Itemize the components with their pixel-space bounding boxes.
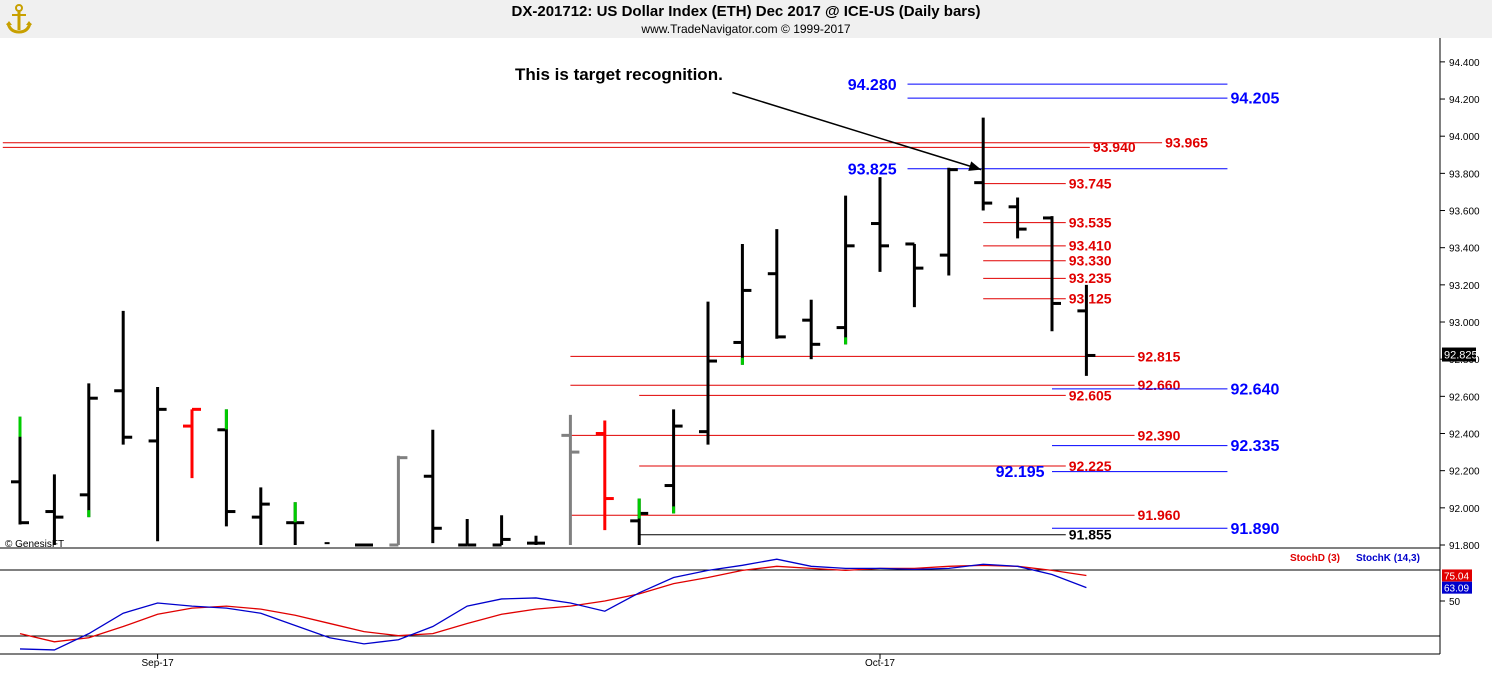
annotation-arrowhead xyxy=(968,161,982,171)
price-bar xyxy=(423,429,442,544)
stoch-last-tag xyxy=(1442,569,1472,582)
price-bar xyxy=(114,310,133,445)
y-tick-label: 91.800 xyxy=(1449,541,1480,552)
stoch-y-tick-label: 50 xyxy=(1449,597,1461,608)
stoch-legend-item: StochD (3) xyxy=(1290,553,1340,564)
price-bar xyxy=(148,387,167,542)
price-bar xyxy=(733,243,752,365)
level-label: 92.640 xyxy=(1230,382,1279,399)
y-tick-label: 92.600 xyxy=(1449,392,1480,403)
price-bar xyxy=(767,229,786,339)
price-bar xyxy=(595,420,614,531)
price-bar xyxy=(802,299,821,360)
level-label: 93.125 xyxy=(1069,291,1112,307)
level-label: 93.965 xyxy=(1165,135,1208,151)
target-levels: 94.280 94.205 93.965 93.940 93.825 93.745 93.5… xyxy=(2,77,1279,543)
y-tick-label: 94.000 xyxy=(1449,132,1480,143)
y-tick-label: 92.200 xyxy=(1449,467,1480,478)
level-label: 91.960 xyxy=(1138,507,1181,523)
y-tick-label: 93.800 xyxy=(1449,169,1480,180)
x-tick-label: Oct-17 xyxy=(865,658,895,669)
price-bar xyxy=(79,383,98,518)
date-x-axis: Sep-17 Oct-17 xyxy=(141,654,895,669)
plot-background xyxy=(0,38,1440,654)
level-label: 93.235 xyxy=(1069,270,1112,286)
level-label: 91.855 xyxy=(1069,527,1112,543)
price-bar xyxy=(11,416,29,525)
level-label: 92.195 xyxy=(996,464,1045,481)
stoch-last-tag xyxy=(1442,581,1472,594)
last-price-value: 92.825 xyxy=(1444,350,1478,362)
price-bar xyxy=(974,117,993,211)
level-label: 94.280 xyxy=(848,77,897,94)
level-label: 92.815 xyxy=(1138,348,1181,364)
price-bar xyxy=(871,177,889,272)
price-y-axis: 94.400 94.200 94.000 93.800 93.600 93.400 93.2… xyxy=(1440,58,1480,552)
y-tick-label: 93.000 xyxy=(1449,318,1480,329)
annotation: This is target recognition. xyxy=(515,65,982,171)
price-bar xyxy=(1008,197,1027,239)
chart-area: 94.400 94.200 94.000 93.800 93.600 93.400 93.2… xyxy=(0,38,1480,669)
price-bar xyxy=(1043,216,1061,332)
level-label: 92.660 xyxy=(1138,377,1181,393)
price-bar xyxy=(492,515,511,547)
price-bar xyxy=(389,455,408,547)
chart-subtitle: www.TradeNavigator.com © 1999-2017 xyxy=(641,22,851,36)
level-label: 92.335 xyxy=(1230,438,1279,455)
annotation-text: This is target recognition. xyxy=(515,65,723,84)
price-bar xyxy=(458,518,477,547)
stoch-line xyxy=(19,564,1087,643)
price-bar xyxy=(183,407,201,479)
price-bar xyxy=(836,195,855,345)
stoch-line xyxy=(19,558,1087,651)
price-bar xyxy=(217,409,236,527)
x-tick-label: Sep-17 xyxy=(141,658,174,669)
y-tick-label: 93.200 xyxy=(1449,281,1480,292)
level-label: 93.745 xyxy=(1069,175,1112,191)
price-bar xyxy=(699,301,717,445)
price-bar xyxy=(1077,284,1096,376)
price-bar xyxy=(664,409,683,514)
price-bar xyxy=(286,502,305,545)
y-tick-label: 92.400 xyxy=(1449,430,1480,441)
stoch-last-value: 75.04 xyxy=(1444,571,1469,582)
level-label: 92.390 xyxy=(1138,427,1181,443)
price-bar xyxy=(251,487,270,545)
y-tick-label: 94.200 xyxy=(1449,95,1480,106)
price-bar xyxy=(905,242,924,308)
y-tick-label: 93.600 xyxy=(1449,207,1480,218)
level-label: 92.225 xyxy=(1069,458,1112,474)
price-bar xyxy=(45,474,64,545)
level-label: 91.890 xyxy=(1230,521,1279,538)
level-label: 93.410 xyxy=(1069,238,1112,254)
y-tick-label: 94.400 xyxy=(1449,58,1480,69)
level-label: 93.535 xyxy=(1069,215,1112,231)
price-bar xyxy=(630,498,649,545)
annotation-arrow xyxy=(732,91,982,171)
chart-title: DX-201712: US Dollar Index (ETH) Dec 201… xyxy=(511,3,981,20)
price-bar xyxy=(527,535,545,545)
level-label: 93.940 xyxy=(1093,139,1136,155)
y-tick-label: 92.000 xyxy=(1449,504,1480,515)
price-bar xyxy=(561,414,580,545)
level-label: 92.605 xyxy=(1069,387,1112,403)
price-bar xyxy=(939,167,958,276)
level-label: 94.205 xyxy=(1230,91,1279,108)
last-price-tag xyxy=(1442,347,1476,362)
level-label: 93.825 xyxy=(848,161,897,178)
price-bars xyxy=(11,117,1096,547)
y-tick-label: 93.400 xyxy=(1449,244,1480,255)
stochastic-panel: StochD (3) StochK (14,3) 50 75.04 63.09 xyxy=(19,553,1472,651)
stoch-last-value: 63.09 xyxy=(1444,584,1469,595)
copyright-label: © GenesisFT xyxy=(5,539,64,550)
level-label: 93.330 xyxy=(1069,253,1112,269)
anchor-logo-icon xyxy=(4,3,34,35)
stoch-legend-item: StochK (14,3) xyxy=(1356,553,1420,564)
chart-header: DX-201712: US Dollar Index (ETH) Dec 201… xyxy=(0,0,1492,38)
